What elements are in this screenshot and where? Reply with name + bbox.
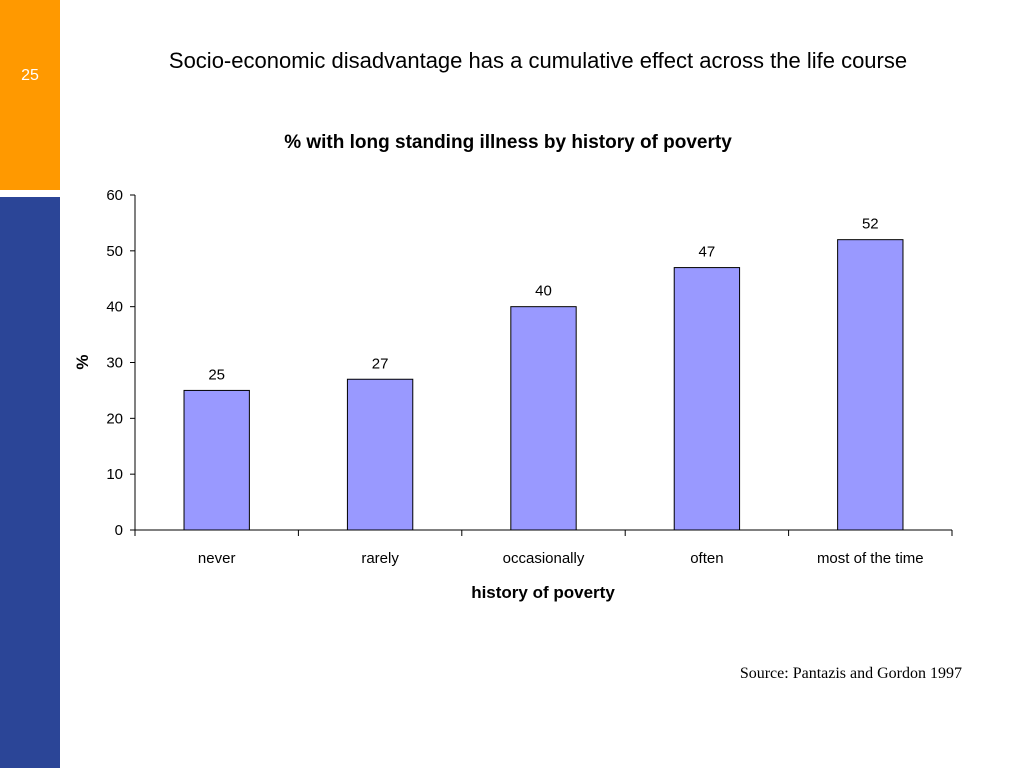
data-label: 40 (535, 283, 552, 300)
source-citation: Source: Pantazis and Gordon 1997 (739, 665, 962, 682)
y-axis-label: % (73, 354, 92, 369)
bar (510, 306, 577, 531)
y-tick-label: 60 (106, 187, 123, 204)
data-label: 47 (699, 244, 716, 261)
sidebar-divider (0, 190, 60, 197)
bar (346, 378, 414, 531)
x-axis-label: history of poverty (471, 583, 615, 602)
y-tick-label: 50 (106, 243, 123, 260)
x-tick-label: rarely (361, 550, 399, 567)
bar (673, 267, 741, 531)
slide-title: Socio-economic disadvantage has a cumula… (168, 48, 908, 73)
data-label: 52 (862, 216, 879, 233)
sidebar-orange-block (0, 0, 60, 190)
slide-number: 25 (21, 67, 39, 84)
chart-title: % with long standing illness by history … (284, 132, 732, 153)
y-tick-label: 20 (106, 410, 123, 427)
y-tick-label: 30 (106, 355, 123, 372)
x-tick-label: never (198, 550, 236, 567)
y-tick-label: 10 (106, 466, 123, 483)
data-label: 27 (372, 355, 389, 372)
bar (837, 239, 904, 531)
x-tick-label: occasionally (503, 550, 585, 567)
sidebar-blue-block (0, 197, 60, 768)
y-tick-label: 40 (106, 299, 123, 316)
y-tick-label: 0 (115, 522, 123, 539)
x-tick-label: often (690, 550, 723, 567)
data-label: 25 (208, 366, 225, 383)
bar (183, 389, 250, 531)
x-tick-label: most of the time (817, 550, 924, 567)
plot-area: 0 10 20 30 40 50 60 25 never 27 rarely 40 occasional… (106, 187, 953, 567)
